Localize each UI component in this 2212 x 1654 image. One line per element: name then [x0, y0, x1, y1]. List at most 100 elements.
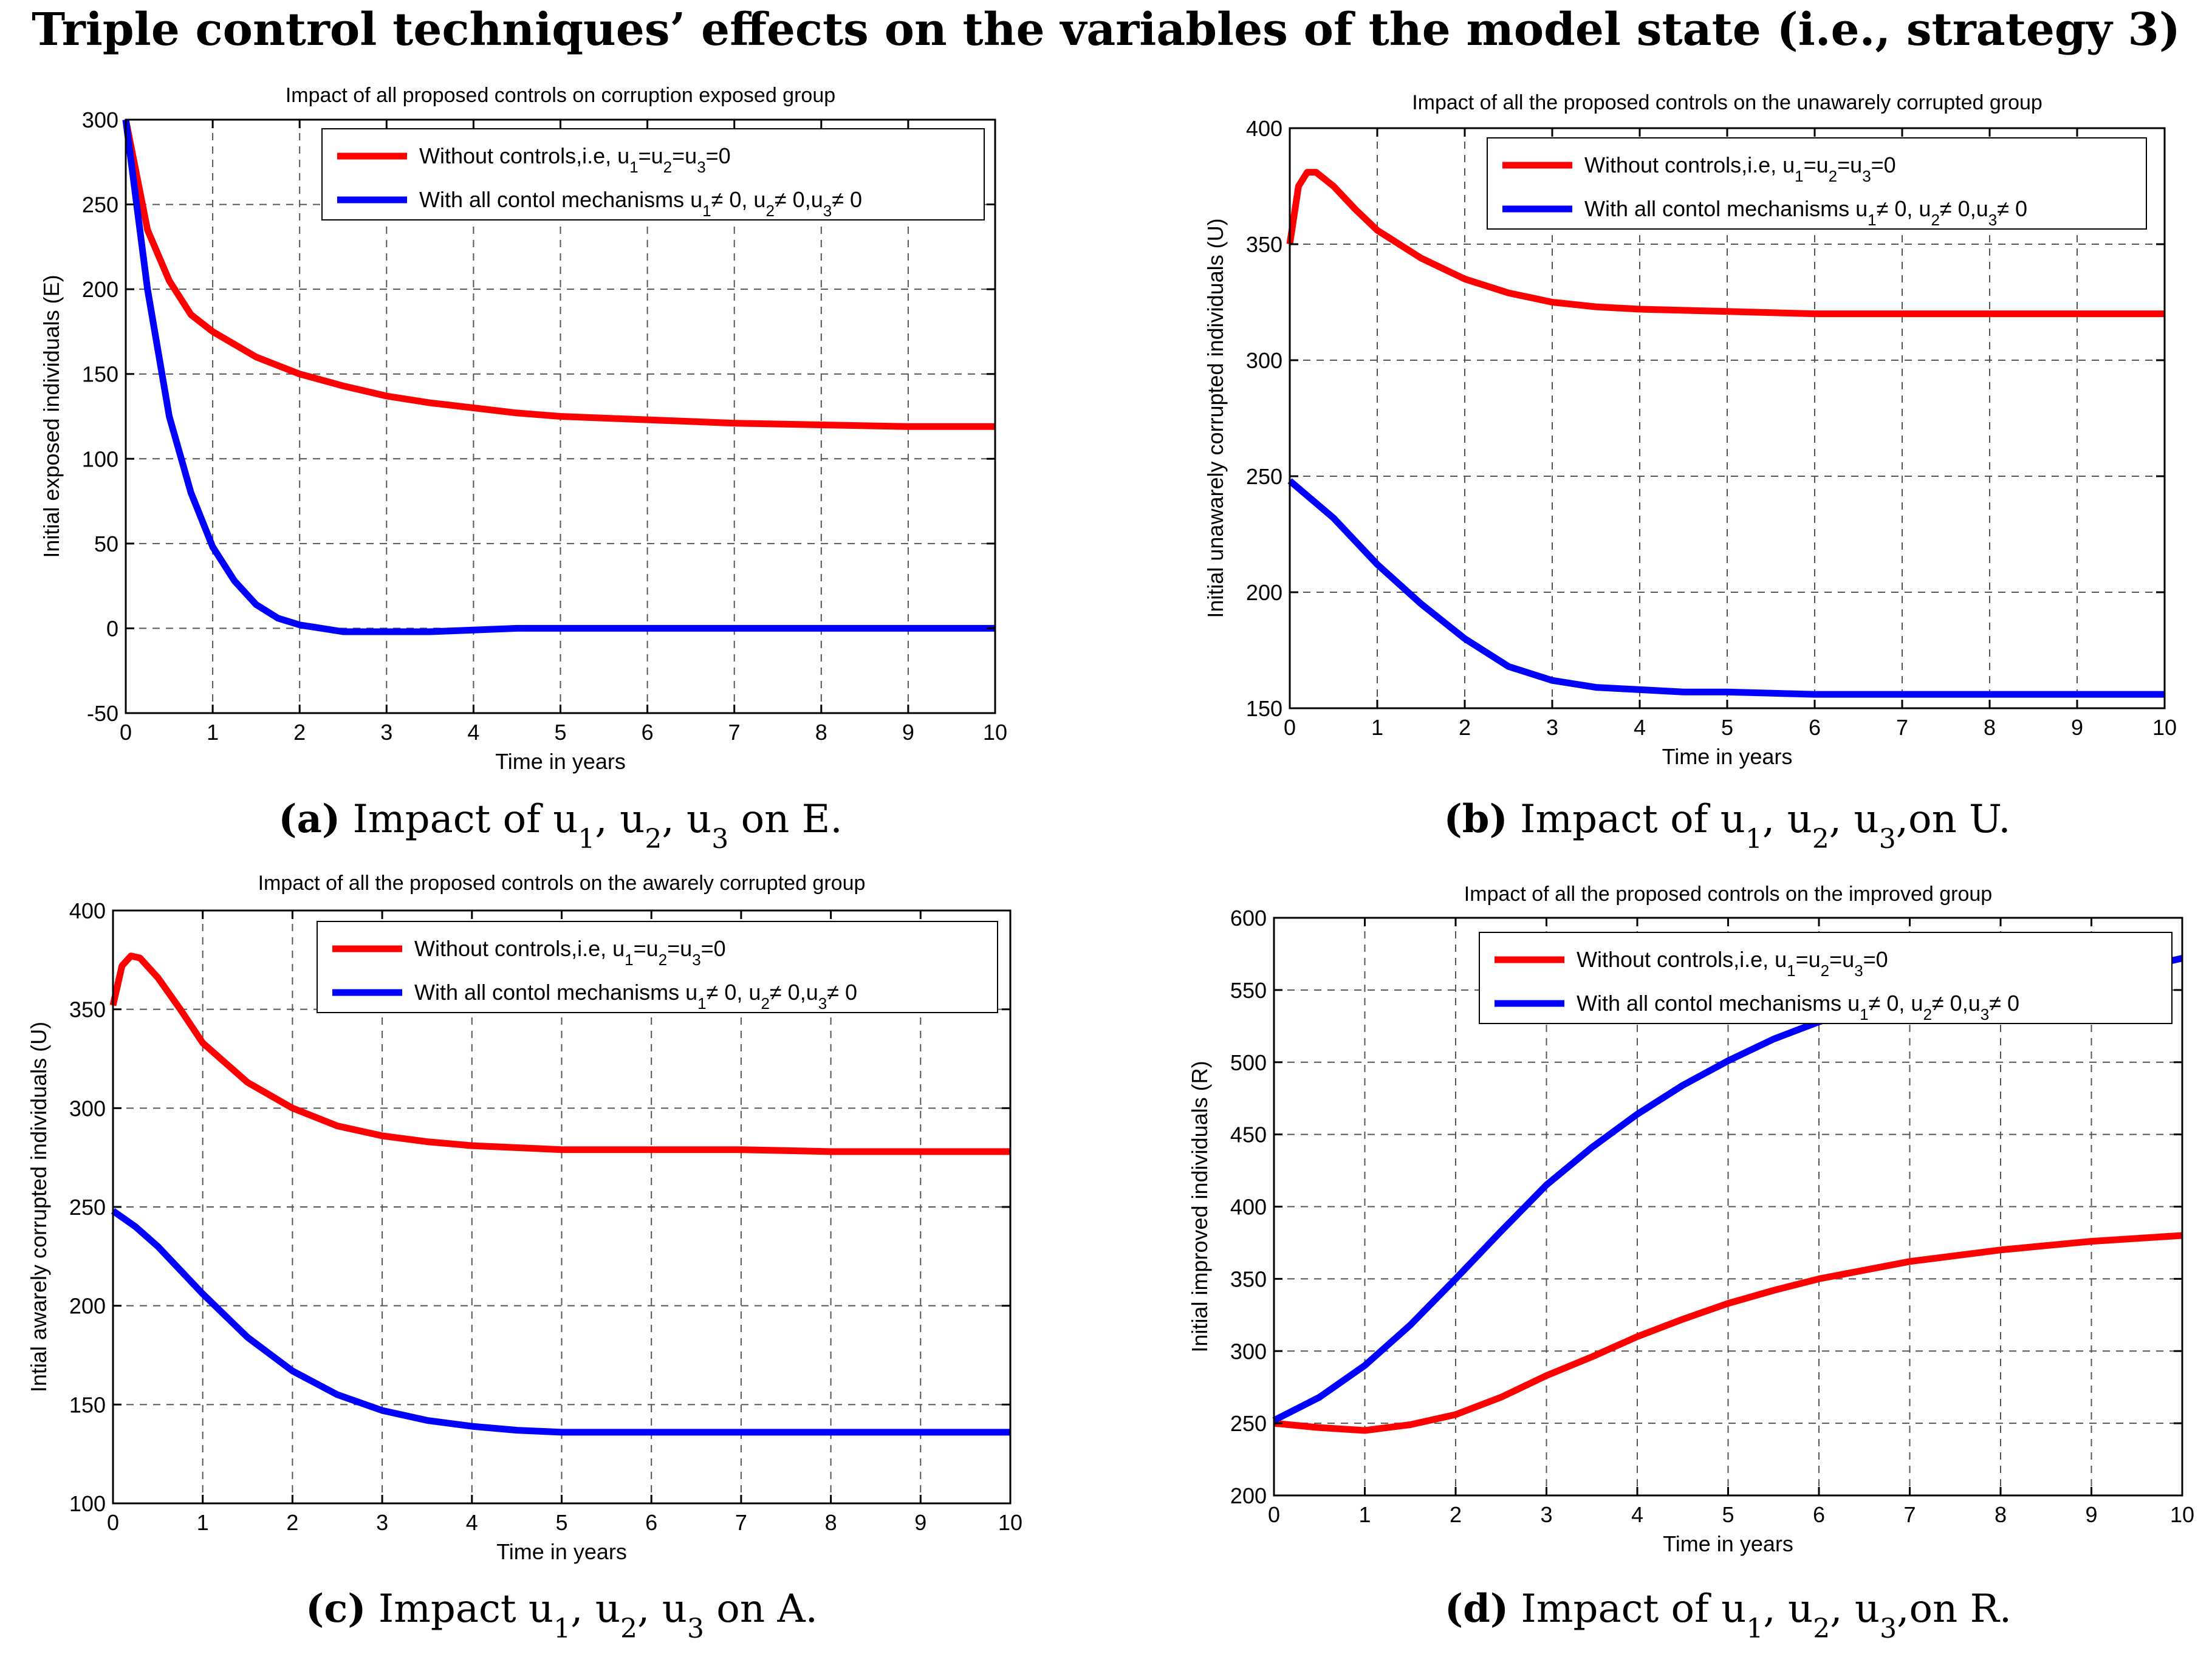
y-tick-label: 250: [1230, 1411, 1267, 1436]
y-axis-label: Initial unawarely corrupted individuals …: [1203, 218, 1228, 618]
caption-label: (c): [306, 1586, 366, 1632]
chart-title: Impact of all the proposed controls on t…: [1464, 883, 1992, 906]
x-tick-label: 1: [197, 1510, 209, 1535]
x-tick-label: 1: [207, 720, 219, 745]
y-tick-label: 200: [82, 277, 118, 302]
x-tick-label: 7: [735, 1510, 747, 1535]
x-axis-label: Time in years: [496, 1539, 627, 1564]
x-axis-label: Time in years: [495, 749, 626, 774]
y-tick-label: 600: [1230, 906, 1267, 931]
y-axis-label: Intial awarely corrupted individuals (U): [26, 1022, 51, 1392]
x-axis-label: Time in years: [1662, 744, 1793, 769]
x-tick-label: 10: [983, 720, 1007, 745]
x-tick-label: 5: [1722, 1502, 1734, 1527]
figure-title: Triple control techniques’ effects on th…: [32, 4, 2180, 56]
x-tick-label: 3: [380, 720, 392, 745]
x-tick-label: 0: [120, 720, 132, 745]
x-tick-label: 2: [286, 1510, 298, 1535]
x-tick-label: 8: [825, 1510, 837, 1535]
panel-caption: (a) Impact of u1, u2, u3 on E.: [278, 796, 842, 855]
x-tick-label: 0: [107, 1510, 119, 1535]
x-tick-label: 6: [642, 720, 654, 745]
series-line-with: [1287, 478, 2165, 698]
panel-caption: (d) Impact of u1, u2, u3,on R.: [1445, 1586, 2012, 1644]
legend-box: [317, 921, 998, 1013]
caption-text: Impact of u1, u2, u3,on U.: [1508, 797, 2011, 855]
legend-label: With all contol mechanisms u1≠ 0, u2≠ 0,…: [1577, 991, 2019, 1023]
y-axis-label: Initial exposed individuals (E): [39, 275, 64, 558]
caption-label: (d): [1445, 1586, 1508, 1632]
caption-label: (a): [278, 796, 340, 842]
y-tick-label: 100: [69, 1491, 106, 1516]
y-tick-label: 300: [1246, 348, 1282, 373]
x-tick-label: 9: [2085, 1502, 2097, 1527]
x-tick-label: 8: [815, 720, 827, 745]
x-tick-label: 9: [2071, 715, 2083, 740]
y-tick-label: 250: [82, 193, 118, 217]
x-tick-label: 5: [554, 720, 566, 745]
x-tick-label: 7: [1903, 1502, 1916, 1527]
x-tick-label: 10: [2170, 1502, 2194, 1527]
y-axis-label: Initial improved individuals (R): [1187, 1061, 1212, 1352]
y-tick-label: 350: [69, 997, 106, 1022]
x-tick-label: 9: [902, 720, 914, 745]
x-tick-label: 8: [1995, 1502, 2007, 1527]
legend-label: With all contol mechanisms u1≠ 0, u2≠ 0,…: [1584, 196, 2027, 229]
x-tick-label: 1: [1358, 1502, 1371, 1527]
panel-caption: (b) Impact of u1, u2, u3,on U.: [1443, 796, 2010, 855]
x-tick-label: 0: [1284, 715, 1296, 740]
y-tick-label: 100: [82, 446, 118, 471]
y-tick-label: 400: [1246, 116, 1282, 141]
y-tick-label: 250: [69, 1195, 106, 1220]
legend: Without controls,i.e, u1=u2=u3=0 With all…: [317, 921, 998, 1013]
legend-label: With all contol mechanisms u1≠ 0, u2≠ 0,…: [414, 980, 857, 1013]
panel-caption: (c) Impact u1, u2, u3 on A.: [306, 1586, 818, 1644]
x-tick-label: 5: [555, 1510, 567, 1535]
x-tick-label: 8: [1984, 715, 1996, 740]
y-tick-label: 200: [1246, 580, 1282, 605]
series-line-without: [1286, 169, 2165, 318]
y-tick-label: 200: [69, 1294, 106, 1319]
series-line-without: [109, 952, 1010, 1155]
legend-label: Without controls,i.e, u1=u2=u3=0: [1577, 947, 1888, 980]
legend: Without controls,i.e, u1=u2=u3=0 With all…: [321, 128, 985, 220]
chart-title: Impact of all the proposed controls on t…: [1412, 91, 2043, 114]
caption-text: Impact of u1, u2, u3,on R.: [1508, 1587, 2012, 1644]
caption-text: Impact of u1, u2, u3 on E.: [340, 797, 842, 855]
y-tick-label: 450: [1230, 1123, 1267, 1147]
y-tick-label: 350: [1246, 232, 1282, 257]
y-tick-label: 350: [1230, 1266, 1267, 1291]
x-tick-label: 4: [1631, 1502, 1643, 1527]
x-tick-label: 6: [1813, 1502, 1825, 1527]
y-tick-label: 300: [1230, 1339, 1267, 1364]
x-tick-label: 4: [1634, 715, 1646, 740]
x-tick-label: 3: [1540, 1502, 1552, 1527]
x-tick-label: 10: [998, 1510, 1022, 1535]
y-tick-label: 150: [1246, 696, 1282, 721]
y-tick-label: 300: [69, 1096, 106, 1121]
legend-box: [321, 128, 985, 220]
y-tick-label: 550: [1230, 978, 1267, 1003]
x-tick-label: 6: [1809, 715, 1821, 740]
y-tick-label: 0: [106, 616, 118, 641]
x-tick-label: 5: [1721, 715, 1733, 740]
y-tick-label: 200: [1230, 1483, 1267, 1508]
y-tick-label: 250: [1246, 464, 1282, 489]
x-tick-label: 7: [1896, 715, 1908, 740]
x-tick-label: 3: [376, 1510, 388, 1535]
chart-panel-c: 0 1 2 3 4 5 6 7 8 9 10 100 150 200 250 300 350 400 Impact …: [26, 872, 1022, 1644]
x-tick-label: 10: [2152, 715, 2177, 740]
legend-box: [1479, 932, 2173, 1024]
series-line-without: [1273, 1232, 2183, 1434]
x-tick-label: 3: [1546, 715, 1558, 740]
x-tick-label: 1: [1371, 715, 1383, 740]
caption-label: (b): [1443, 796, 1507, 842]
chart-panel-b: 0 1 2 3 4 5 6 7 8 9 10 150 200 250 300 350 400 Impact of …: [1203, 91, 2177, 855]
y-tick-label: 150: [69, 1392, 106, 1417]
legend: Without controls,i.e, u1=u2=u3=0 With all…: [1487, 137, 2147, 230]
legend-label: With all contol mechanisms u1≠ 0, u2≠ 0,…: [419, 187, 862, 220]
chart-title: Impact of all proposed controls on corru…: [286, 84, 835, 107]
x-tick-label: 7: [728, 720, 741, 745]
y-tick-label: -50: [87, 701, 118, 726]
x-tick-label: 2: [293, 720, 306, 745]
